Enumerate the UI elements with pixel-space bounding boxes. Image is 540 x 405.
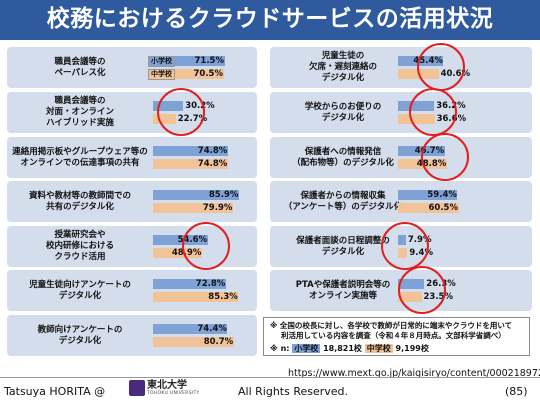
right-item-4 <box>270 181 532 222</box>
sample-jhs-count: 9,199校 <box>395 344 429 353</box>
sample-size-prefix: ※ n: <box>270 344 290 353</box>
right-bar-junior-high <box>398 203 459 213</box>
right-item-label: 保護者面談の日程調整の デジタル化 <box>296 235 390 257</box>
left-item-4 <box>7 181 257 222</box>
footer-rights: All Rights Reserved. <box>238 385 349 398</box>
sample-jhs-label: 中学校 <box>364 344 393 353</box>
footer-author: Tatsuya HORITA @ <box>4 385 106 398</box>
left-item-3 <box>7 137 257 178</box>
left-value-elementary: 74.4% <box>197 324 227 334</box>
left-item-1 <box>7 47 257 88</box>
right-item-label: 学校からのお便りの デジタル化 <box>304 101 382 123</box>
left-bar-elementary <box>153 324 228 334</box>
left-bar-elementary <box>153 146 228 156</box>
footer-divider <box>0 377 540 378</box>
left-bar-elementary <box>153 279 226 289</box>
page-number: (85) <box>505 385 528 398</box>
left-item-label: 職員会議等の ペーパレス化 <box>54 56 106 78</box>
left-item-6 <box>7 270 257 311</box>
left-value-junior-high: 79.9% <box>202 203 233 213</box>
note-line-2: 利活用している内容を調査（令和４年８月時点。文部科学省調べ） <box>281 331 506 340</box>
left-item-label: 授業研究会や 校内研修における クラウド活用 <box>45 230 114 262</box>
right-item-label: PTAや保護者説明会等の オンライン実施等 <box>295 279 391 301</box>
title-bar <box>0 0 540 40</box>
legend-elementary: 小学校 <box>148 56 175 67</box>
left-value-elementary: 74.8% <box>197 146 228 156</box>
left-bar-junior-high <box>153 203 233 213</box>
highlight-circle <box>408 88 457 136</box>
left-bar-elementary <box>153 190 239 200</box>
left-bar-elementary <box>153 56 225 66</box>
left-bar-junior-high <box>153 248 202 258</box>
sample-es-count: 18,821校 <box>323 344 362 353</box>
legend-junior-high: 中学校 <box>148 69 175 80</box>
left-bar-junior-high <box>153 159 228 169</box>
left-item-label: 資料や教材等の教師間での 共有のデジタル化 <box>28 190 131 212</box>
slide-title: 校務におけるクラウドサービスの活用状況 <box>46 6 494 32</box>
highlight-circle <box>398 266 447 314</box>
left-value-elementary: 71.5% <box>194 56 225 66</box>
left-value-junior-high: 80.7% <box>203 337 234 347</box>
left-value-elementary: 85.9% <box>208 190 239 200</box>
left-bar-junior-high <box>153 292 239 302</box>
left-item-2 <box>7 92 257 133</box>
left-item-label: 教師向けアンケートの デジタル化 <box>37 324 123 346</box>
note-line-1: ※ 全国の校長に対し、各学校で教師が日常的に端末やクラウドを用いて <box>270 321 513 330</box>
left-value-junior-high: 70.5% <box>193 69 224 79</box>
university-logo-icon <box>129 380 145 396</box>
left-value-junior-high: 85.3% <box>208 292 238 302</box>
right-item-label: 保護者への情報発信 （配布物等）のデジタル化 <box>292 146 394 168</box>
right-value-elementary: 59.4% <box>427 190 457 200</box>
right-item-3 <box>270 137 532 178</box>
left-value-junior-high: 74.8% <box>197 159 228 169</box>
right-item-2 <box>270 92 532 133</box>
left-value-elementary: 72.8% <box>195 279 226 289</box>
university-name: 東北大学 <box>147 380 187 391</box>
left-bar-junior-high <box>153 69 224 79</box>
highlight-circle <box>420 133 469 181</box>
right-bar-elementary <box>398 190 458 200</box>
university-name-en: TOHOKU UNIVERSITY <box>147 391 200 396</box>
highlight-circle <box>381 222 430 270</box>
sample-size: ※ n: 小学校 18,821校 中学校 9,199校 <box>270 343 429 354</box>
right-item-label: 児童生徒の 欠席・遅刻連絡の デジタル化 <box>308 51 377 83</box>
source-url[interactable]: https://www.mext.go.jp/kaigisiryo/conten… <box>288 368 540 379</box>
left-item-label: 児童生徒向けアンケートの デジタル化 <box>29 279 131 301</box>
right-value-junior-high: 60.5% <box>428 203 459 213</box>
left-item-label: 連絡用掲示板やグループウェア等の オンラインでの伝達事項の共有 <box>12 146 148 168</box>
highlight-circle <box>181 222 230 270</box>
highlight-circle <box>157 88 206 136</box>
left-bar-junior-high <box>153 337 234 347</box>
sample-es-label: 小学校 <box>292 344 321 353</box>
right-item-label: 保護者からの情報収集 （アンケート等）のデジタル化 <box>283 190 403 212</box>
right-item-1 <box>270 47 532 88</box>
left-bar-elementary <box>153 235 208 245</box>
left-item-7 <box>7 315 257 356</box>
left-item-label: 職員会議等の 対面・オンライン ハイブリッド実施 <box>45 96 114 128</box>
survey-note: ※ 全国の校長に対し、各学校で教師が日常的に端末やクラウドを用いて 利活用してい… <box>263 317 530 356</box>
